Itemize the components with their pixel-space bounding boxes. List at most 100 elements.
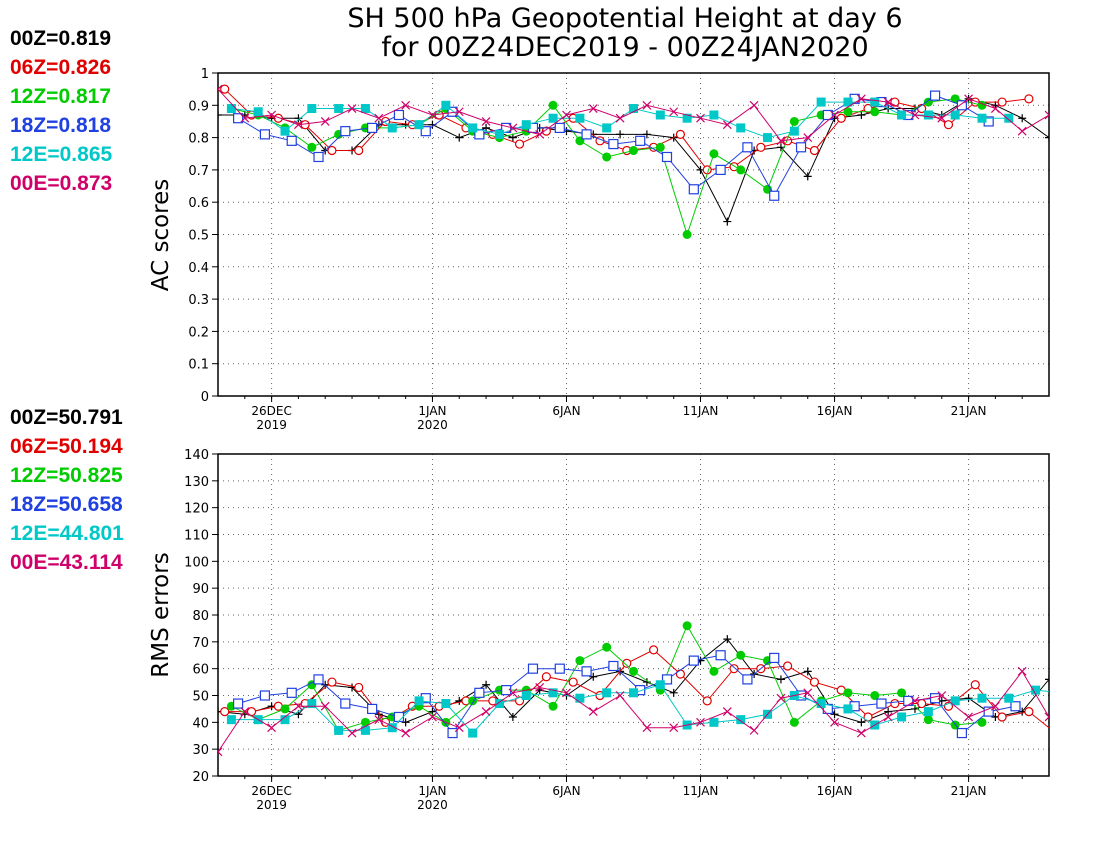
data-point: [220, 706, 230, 717]
y-tick-label: 0.1: [188, 358, 209, 373]
data-point: [575, 113, 585, 123]
y-tick-label: 70: [192, 636, 209, 651]
data-point: [1017, 666, 1027, 676]
data-point: [709, 149, 719, 159]
data-point: [964, 712, 974, 722]
data-point: [876, 698, 887, 709]
data-point: [843, 97, 853, 107]
data-point: [313, 674, 324, 685]
data-point: [226, 715, 236, 725]
data-point: [956, 100, 967, 111]
x-tick-label: 6JAN: [552, 404, 580, 418]
y-tick-label: 110: [184, 529, 209, 544]
data-point: [937, 691, 947, 700]
data-point: [950, 696, 960, 706]
data-point: [763, 133, 773, 143]
data-point: [688, 184, 699, 195]
data-point: [870, 97, 880, 107]
y-tick-label: 1: [201, 67, 209, 82]
legend-entry: 12Z=50.825: [10, 464, 123, 487]
data-point: [468, 123, 478, 133]
data-point: [789, 126, 799, 136]
y-tick-label: 0.5: [188, 229, 209, 244]
data-point: [286, 687, 297, 698]
legend-entry: 00E=0.873: [10, 172, 113, 195]
data-point: [494, 129, 504, 139]
data-point: [1044, 712, 1049, 722]
data-point: [588, 104, 598, 113]
data-point: [1044, 110, 1049, 120]
data-point: [508, 688, 518, 698]
data-point: [723, 217, 732, 226]
data-point: [661, 674, 673, 685]
data-point: [929, 693, 941, 704]
data-point: [977, 717, 987, 727]
data-point: [776, 693, 786, 703]
data-point: [428, 110, 437, 120]
data-point: [669, 688, 678, 697]
y-tick-label: 130: [184, 475, 209, 490]
data-point: [642, 130, 651, 139]
data-point: [280, 126, 290, 136]
legend-entry: 18Z=0.818: [10, 114, 112, 137]
data-point: [923, 715, 933, 725]
data-point: [843, 688, 853, 698]
data-point: [769, 652, 780, 664]
y-tick-label: 0.2: [188, 325, 209, 340]
y-tick-label: 0: [201, 390, 209, 405]
data-point: [843, 704, 853, 714]
data-point: [997, 712, 1007, 722]
legend-entry: 00E=43.114: [10, 551, 123, 574]
data-point: [441, 100, 451, 110]
y-tick-label: 140: [184, 448, 209, 463]
data-point: [548, 100, 558, 110]
data-point: [1058, 688, 1067, 697]
data-point: [554, 122, 565, 134]
data-point: [890, 698, 900, 709]
data-point: [803, 172, 812, 181]
data-point: [742, 142, 753, 153]
data-point: [923, 110, 933, 120]
data-point: [929, 90, 941, 101]
data-point: [218, 110, 222, 119]
data-point: [629, 146, 638, 156]
data-point: [629, 666, 638, 676]
rms-legend: 00Z=50.791 06Z=50.194 12Z=50.825 18Z=50.658…: [10, 403, 124, 577]
chart-title-line2: for 00Z24DEC2019 - 00Z24JAN2020: [381, 32, 868, 63]
legend-entry: 12E=44.801: [10, 522, 124, 545]
data-point: [307, 699, 317, 709]
data-point: [723, 635, 732, 644]
data-point: [956, 727, 967, 739]
data-point: [562, 688, 571, 698]
data-point: [240, 113, 250, 123]
data-point: [280, 704, 290, 714]
data-point: [622, 658, 632, 668]
data-point: [736, 123, 746, 133]
data-point: [1010, 701, 1021, 712]
data-point: [649, 645, 659, 655]
data-point: [521, 691, 531, 700]
series-line-00Z: [218, 638, 1049, 723]
data-point: [468, 728, 478, 738]
data-point: [977, 693, 987, 703]
data-point: [897, 688, 907, 698]
data-point: [280, 715, 290, 725]
data-point: [514, 139, 525, 149]
data-point: [615, 691, 625, 700]
x-tick-label-year: 2020: [417, 418, 448, 432]
series-line-00E: [218, 88, 1049, 142]
legend-entry: 06Z=50.194: [10, 435, 123, 458]
data-point: [1045, 133, 1049, 142]
rms-errors-panel: 20 30 40 50 60 70 80 90 100 110 120 130 140 26DEC2019…: [148, 448, 1067, 812]
data-point: [521, 120, 531, 130]
ac-legend: 00Z=0.819 06Z=0.826 12Z=0.817 18Z=0.818 12E=…: [10, 24, 112, 198]
y-tick-label: 80: [192, 609, 209, 624]
x-tick-label: 26DEC: [251, 784, 291, 798]
data-point: [347, 104, 357, 113]
data-point: [447, 727, 458, 739]
series-12E: [226, 680, 1067, 738]
data-point: [494, 699, 504, 709]
data-point: [501, 685, 512, 696]
data-point: [870, 107, 880, 117]
